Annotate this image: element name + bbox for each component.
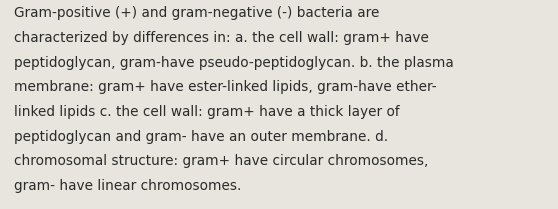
Text: linked lipids c. the cell wall: gram+ have a thick layer of: linked lipids c. the cell wall: gram+ ha… <box>14 105 400 119</box>
Text: characterized by differences in: a. the cell wall: gram+ have: characterized by differences in: a. the … <box>14 31 429 45</box>
Text: chromosomal structure: gram+ have circular chromosomes,: chromosomal structure: gram+ have circul… <box>14 154 429 168</box>
Text: membrane: gram+ have ester-linked lipids, gram-have ether-: membrane: gram+ have ester-linked lipids… <box>14 80 436 94</box>
Text: peptidoglycan, gram-have pseudo-peptidoglycan. b. the plasma: peptidoglycan, gram-have pseudo-peptidog… <box>14 56 454 70</box>
Text: gram- have linear chromosomes.: gram- have linear chromosomes. <box>14 179 241 193</box>
Text: peptidoglycan and gram- have an outer membrane. d.: peptidoglycan and gram- have an outer me… <box>14 130 388 144</box>
Text: Gram-positive (+) and gram-negative (-) bacteria are: Gram-positive (+) and gram-negative (-) … <box>14 6 379 20</box>
